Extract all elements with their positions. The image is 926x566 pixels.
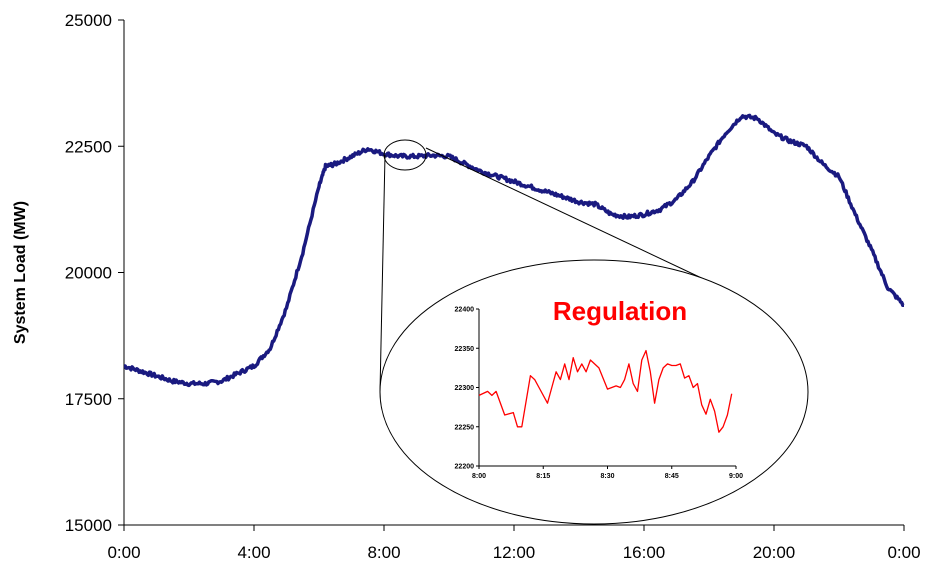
inset-y-tick-label: 22400 — [455, 307, 475, 314]
inset-y-tick-label: 22200 — [455, 464, 475, 471]
inset-y-tick-label: 22350 — [455, 346, 475, 353]
y-tick-label: 25000 — [65, 11, 112, 30]
inset-title: Regulation — [553, 296, 687, 326]
x-tick-label: 16:00 — [623, 543, 666, 562]
x-tick-label: 12:00 — [493, 543, 536, 562]
inset-y-tick-label: 22300 — [455, 385, 475, 392]
inset-x-tick-label: 8:15 — [536, 473, 550, 480]
inset-x-tick-label: 8:00 — [472, 473, 486, 480]
y-tick-label: 17500 — [65, 390, 112, 409]
inset-y-tick-label: 22250 — [455, 424, 475, 431]
x-tick-label: 8:00 — [367, 543, 400, 562]
inset-x-tick-label: 8:30 — [600, 473, 614, 480]
y-tick-label: 22500 — [65, 137, 112, 156]
regulation-inset: 22200 22250 22300 22350 22400 8:00 8:15 8:30 8:4… — [455, 296, 744, 480]
main-axes: 15000 17500 20000 22500 25000 0:00 4:00 8:00 12:… — [12, 11, 921, 562]
inset-x-tick-label: 8:45 — [665, 473, 679, 480]
zoom-connector-right — [425, 147, 711, 283]
y-tick-label: 15000 — [65, 516, 112, 535]
x-tick-label: 20:00 — [753, 543, 796, 562]
inset-x-tick-label: 9:00 — [729, 473, 743, 480]
y-axis-label: System Load (MW) — [12, 201, 29, 344]
main-series — [123, 113, 905, 388]
x-tick-label: 0:00 — [887, 543, 920, 562]
x-tick-label: 0:00 — [107, 543, 140, 562]
zoom-callout — [379, 139, 809, 525]
regulation-line — [478, 349, 733, 433]
y-tick-label: 20000 — [65, 264, 112, 283]
system-load-line — [123, 113, 905, 388]
x-tick-label: 4:00 — [237, 543, 270, 562]
zoom-connector-left — [379, 154, 386, 393]
zoom-marker-ellipse — [383, 139, 427, 171]
zoom-ellipse — [379, 259, 809, 525]
